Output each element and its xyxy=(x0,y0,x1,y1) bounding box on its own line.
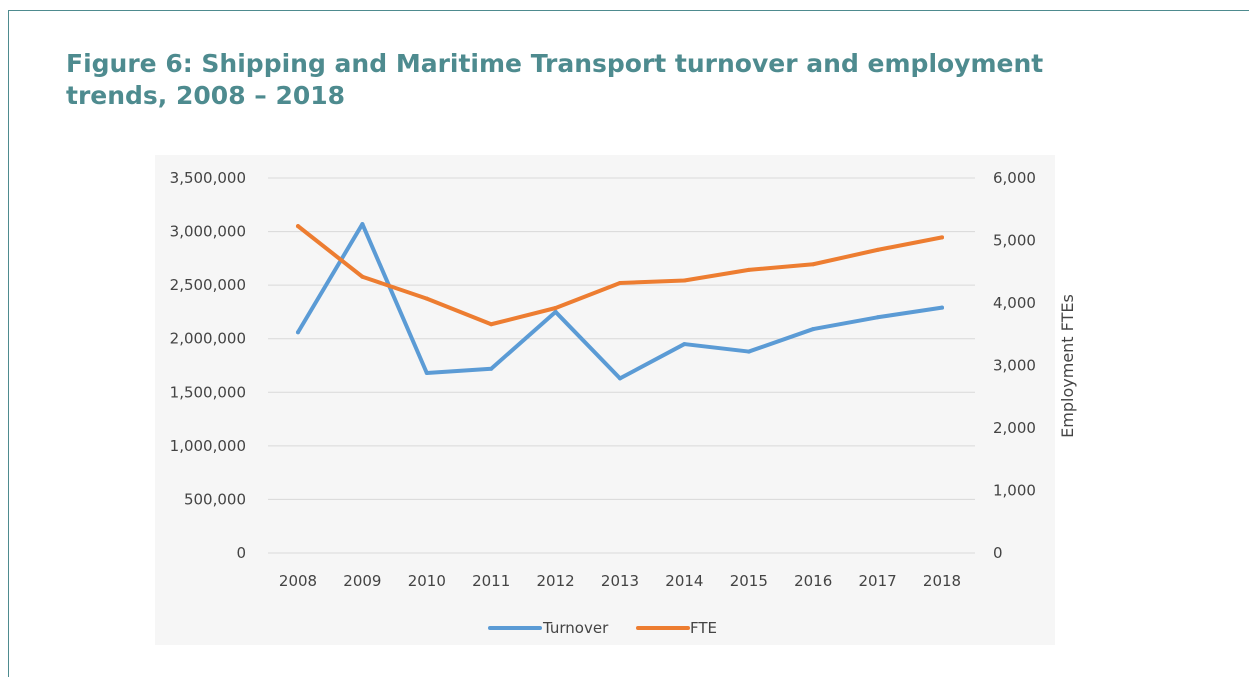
figure-title: Figure 6: Shipping and Maritime Transpor… xyxy=(66,49,1044,110)
data-point-turnover-2009 xyxy=(360,222,365,227)
data-point-fte-2008 xyxy=(296,224,300,229)
y-right-tick-label: 1,000 xyxy=(993,482,1036,500)
data-point-fte-2009 xyxy=(360,274,365,279)
data-point-turnover-2016 xyxy=(811,327,816,332)
data-point-turnover-2017 xyxy=(875,315,880,320)
data-point-fte-2011 xyxy=(489,322,494,327)
x-tick-label: 2017 xyxy=(859,572,897,590)
data-point-turnover-2013 xyxy=(618,376,622,381)
legend-label-fte: FTE xyxy=(690,619,717,637)
y-right-tick-label: 2,000 xyxy=(993,419,1036,437)
data-point-turnover-2015 xyxy=(746,349,751,354)
y-left-tick-label: 1,500,000 xyxy=(170,383,246,401)
x-tick-label: 2012 xyxy=(537,572,575,590)
x-tick-label: 2013 xyxy=(601,572,639,590)
y-right-tick-label: 0 xyxy=(993,544,1003,562)
y-left-tick-label: 3,500,000 xyxy=(170,169,246,187)
data-point-fte-2018 xyxy=(940,235,944,240)
y-left-tick-label: 0 xyxy=(236,544,246,562)
data-point-fte-2013 xyxy=(618,281,622,285)
y-left-tick-label: 1,000,000 xyxy=(170,437,246,455)
y-right-tick-label: 6,000 xyxy=(993,169,1036,187)
data-point-turnover-2014 xyxy=(682,342,687,347)
data-point-fte-2017 xyxy=(875,247,880,252)
x-tick-label: 2009 xyxy=(343,572,381,590)
x-tick-label: 2016 xyxy=(794,572,832,590)
y-right-tick-label: 3,000 xyxy=(993,357,1036,375)
data-point-turnover-2011 xyxy=(489,366,494,371)
figure-frame xyxy=(8,10,1249,677)
x-tick-label: 2008 xyxy=(279,572,317,590)
data-point-turnover-2012 xyxy=(553,309,558,314)
data-point-turnover-2010 xyxy=(424,371,429,375)
x-tick-label: 2015 xyxy=(730,572,768,590)
y-right-axis-title: Employment FTEs xyxy=(1058,294,1077,438)
data-point-fte-2015 xyxy=(746,267,751,272)
y-right-tick-label: 5,000 xyxy=(993,232,1036,250)
y-left-tick-label: 500,000 xyxy=(184,490,246,508)
data-point-fte-2012 xyxy=(553,306,558,310)
y-left-tick-label: 2,000,000 xyxy=(170,330,246,348)
legend-label-turnover: Turnover xyxy=(542,619,609,637)
series-line-turnover xyxy=(296,222,944,381)
chart-panel xyxy=(155,155,1055,645)
series-line-fte xyxy=(296,224,944,327)
x-tick-label: 2018 xyxy=(923,572,961,590)
data-point-fte-2014 xyxy=(682,278,687,283)
y-left-tick-label: 2,500,000 xyxy=(170,276,246,294)
x-tick-label: 2014 xyxy=(665,572,703,590)
data-point-fte-2016 xyxy=(811,262,816,267)
x-tick-label: 2010 xyxy=(408,572,446,590)
data-point-turnover-2018 xyxy=(940,305,944,310)
data-point-fte-2010 xyxy=(424,296,429,301)
y-left-tick-label: 3,000,000 xyxy=(170,223,246,241)
y-right-tick-label: 4,000 xyxy=(993,294,1036,312)
x-tick-label: 2011 xyxy=(472,572,510,590)
data-point-turnover-2008 xyxy=(296,330,300,335)
